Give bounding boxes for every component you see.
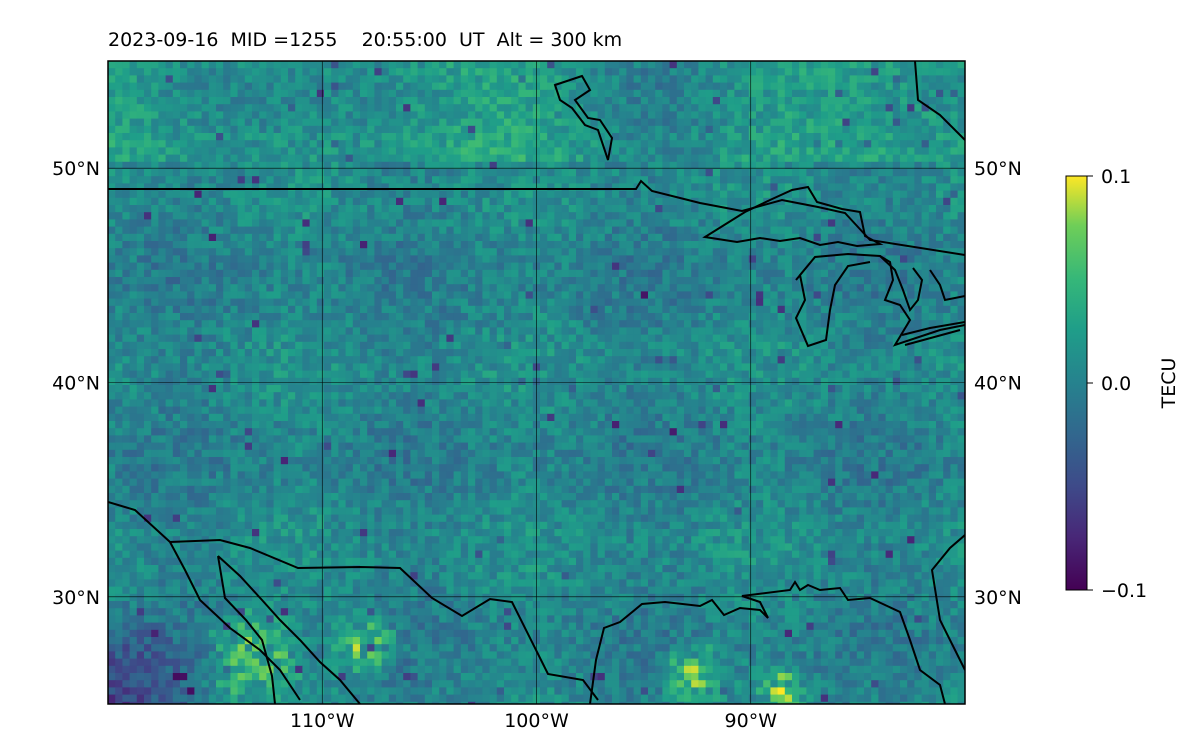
gulf-coast: [589, 580, 946, 704]
us-canada-border: [108, 179, 965, 256]
lat-tick-label-left: 50°N: [52, 158, 100, 180]
lake-michigan: [794, 252, 924, 348]
lon-tick-label: 90°W: [725, 710, 778, 732]
map-frame: [107, 60, 966, 705]
colorbar-gradient: [1065, 175, 1088, 591]
northeast-coast: [914, 61, 965, 141]
us-mexico-border: [169, 538, 599, 701]
lake-superior: [702, 185, 884, 248]
colorbar-label: TECU: [1158, 358, 1180, 410]
florida-coast: [930, 534, 965, 671]
lake-huron: [879, 255, 965, 347]
lon-tick-label: 110°W: [290, 710, 355, 732]
coastlines: [108, 61, 965, 704]
lat-tick-label-right: 40°N: [974, 373, 1022, 395]
lat-tick-label-right: 50°N: [974, 158, 1022, 180]
lat-tick-label-right: 30°N: [974, 587, 1022, 609]
colorbar-tick-label: 0.1: [1101, 166, 1131, 188]
tec-field: [108, 61, 965, 704]
colorbar: 0.1 0.0 −0.1 TECU: [1065, 166, 1180, 602]
baja-peninsula: [217, 555, 361, 704]
lon-tick-label: 100°W: [504, 710, 569, 732]
colorbar-tick-label: −0.1: [1101, 580, 1147, 602]
lat-tick-label-left: 30°N: [52, 587, 100, 609]
pacific-coast: [108, 501, 301, 701]
colorbar-tick-label: 0.0: [1101, 373, 1131, 395]
plot-title: 2023-09-16 MID =1255 20:55:00 UT Alt = 3…: [108, 29, 623, 51]
hudson-coast: [553, 74, 614, 161]
lake-erie: [901, 321, 965, 346]
lat-tick-label-left: 40°N: [52, 373, 100, 395]
graticule: [108, 61, 965, 704]
